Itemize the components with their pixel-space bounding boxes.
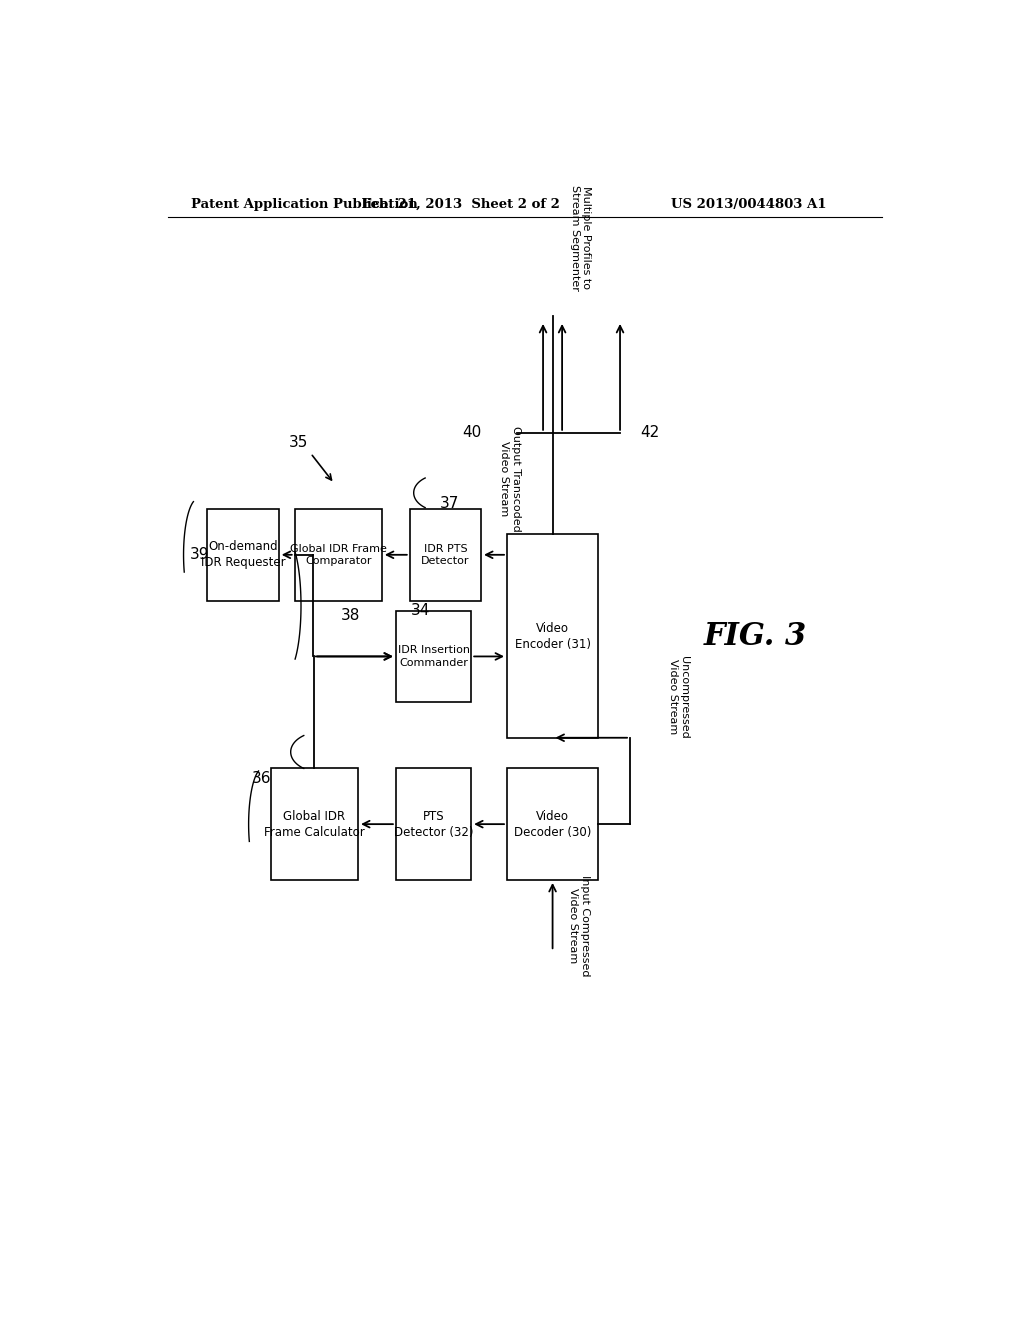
Text: 36: 36 <box>252 771 271 785</box>
Text: 42: 42 <box>640 425 659 441</box>
Text: Uncompressed
Video Stream: Uncompressed Video Stream <box>668 656 689 738</box>
Text: FIG. 3: FIG. 3 <box>703 620 807 652</box>
Text: 35: 35 <box>289 436 308 450</box>
Text: IDR PTS
Detector: IDR PTS Detector <box>421 544 470 566</box>
Text: Video
Encoder (31): Video Encoder (31) <box>515 622 591 651</box>
Text: Output Transcoded
Video Stream: Output Transcoded Video Stream <box>500 425 521 532</box>
Text: PTS
Detector (32): PTS Detector (32) <box>394 809 473 838</box>
Text: Video
Decoder (30): Video Decoder (30) <box>514 809 591 838</box>
Text: Global IDR
Frame Calculator: Global IDR Frame Calculator <box>264 809 365 838</box>
Bar <box>295 510 382 601</box>
Bar <box>507 535 598 738</box>
Bar <box>396 611 471 702</box>
Text: 40: 40 <box>462 425 481 441</box>
Text: 34: 34 <box>411 603 430 618</box>
Text: Global IDR Frame
Comparator: Global IDR Frame Comparator <box>290 544 387 566</box>
Text: Patent Application Publication: Patent Application Publication <box>191 198 418 211</box>
Text: US 2013/0044803 A1: US 2013/0044803 A1 <box>671 198 826 211</box>
Text: 39: 39 <box>189 548 209 562</box>
Text: Multiple Profiles to
Stream Segmenter: Multiple Profiles to Stream Segmenter <box>569 185 591 290</box>
Text: IDR Insertion
Commander: IDR Insertion Commander <box>397 645 470 668</box>
Bar <box>207 510 279 601</box>
Text: 38: 38 <box>341 609 359 623</box>
Text: 37: 37 <box>439 496 459 511</box>
Bar <box>410 510 481 601</box>
Text: Input Compressed
Video Stream: Input Compressed Video Stream <box>568 875 590 977</box>
Bar <box>270 768 358 880</box>
Bar <box>396 768 471 880</box>
Text: On-demand
IDR Requester: On-demand IDR Requester <box>201 540 286 569</box>
Text: Feb. 21, 2013  Sheet 2 of 2: Feb. 21, 2013 Sheet 2 of 2 <box>362 198 560 211</box>
Bar <box>507 768 598 880</box>
